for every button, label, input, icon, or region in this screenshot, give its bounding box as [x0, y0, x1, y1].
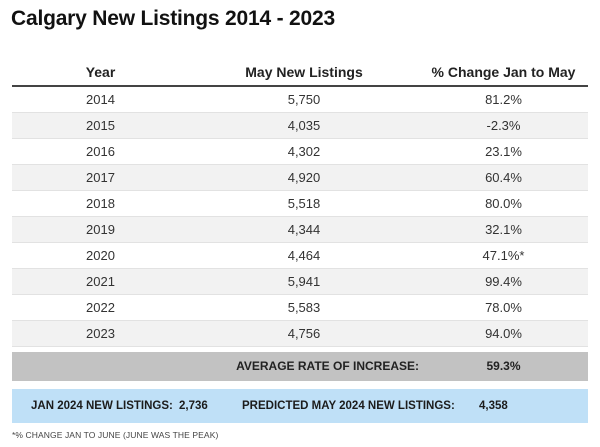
cell-year: 2019 [12, 216, 189, 243]
table-row: 2023 4,756 94.0% [12, 320, 588, 347]
cell-year: 2021 [12, 268, 189, 295]
cell-change: 32.1% [419, 216, 588, 243]
cell-year: 2015 [12, 112, 189, 139]
cell-change: 80.0% [419, 190, 588, 217]
predicted-may-label: PREDICTED MAY 2024 NEW LISTINGS: [242, 400, 455, 412]
listings-table: Year May New Listings % Change Jan to Ma… [12, 59, 588, 347]
table-row: 2014 5,750 81.2% [12, 86, 588, 113]
cell-change: 81.2% [419, 86, 588, 113]
table-header-row: Year May New Listings % Change Jan to Ma… [12, 59, 588, 87]
cell-listings: 5,941 [189, 268, 419, 295]
cell-change: 99.4% [419, 268, 588, 295]
cell-listings: 5,518 [189, 190, 419, 217]
table-row: 2022 5,583 78.0% [12, 294, 588, 321]
header-year: Year [12, 59, 189, 87]
table-row: 2017 4,920 60.4% [12, 164, 588, 191]
cell-listings: 4,464 [189, 242, 419, 269]
cell-change: 94.0% [419, 320, 588, 347]
cell-listings: 4,920 [189, 164, 419, 191]
cell-change: 47.1%* [419, 242, 588, 269]
table-row: 2019 4,344 32.1% [12, 216, 588, 243]
table-row: 2020 4,464 47.1%* [12, 242, 588, 269]
header-may-new-listings: May New Listings [189, 59, 419, 87]
table-row: 2016 4,302 23.1% [12, 138, 588, 165]
cell-listings: 5,750 [189, 86, 419, 113]
cell-year: 2016 [12, 138, 189, 165]
predicted-may-value: 4,358 [479, 400, 508, 412]
footnote: *% CHANGE JAN TO JUNE (JUNE WAS THE PEAK… [12, 430, 219, 440]
cell-year: 2022 [12, 294, 189, 321]
cell-listings: 4,035 [189, 112, 419, 139]
prediction-bar: JAN 2024 NEW LISTINGS: 2,736 PREDICTED M… [12, 389, 588, 423]
table-row: 2018 5,518 80.0% [12, 190, 588, 217]
jan-2024-label: JAN 2024 NEW LISTINGS: [31, 400, 173, 412]
cell-listings: 4,344 [189, 216, 419, 243]
cell-change: 78.0% [419, 294, 588, 321]
average-rate-value: 59.3% [486, 359, 521, 373]
cell-change: -2.3% [419, 112, 588, 139]
cell-listings: 4,302 [189, 138, 419, 165]
cell-change: 60.4% [419, 164, 588, 191]
average-rate-bar: AVERAGE RATE OF INCREASE: 59.3% [12, 352, 588, 381]
cell-year: 2018 [12, 190, 189, 217]
header-pct-change: % Change Jan to May [419, 59, 588, 87]
jan-2024-value: 2,736 [179, 400, 208, 412]
cell-year: 2020 [12, 242, 189, 269]
cell-listings: 4,756 [189, 320, 419, 347]
average-rate-label: AVERAGE RATE OF INCREASE: [236, 359, 419, 373]
page-title: Calgary New Listings 2014 - 2023 [11, 7, 335, 30]
cell-year: 2017 [12, 164, 189, 191]
cell-change: 23.1% [419, 138, 588, 165]
cell-year: 2014 [12, 86, 189, 113]
cell-year: 2023 [12, 320, 189, 347]
table-row: 2021 5,941 99.4% [12, 268, 588, 295]
cell-listings: 5,583 [189, 294, 419, 321]
table-row: 2015 4,035 -2.3% [12, 112, 588, 139]
